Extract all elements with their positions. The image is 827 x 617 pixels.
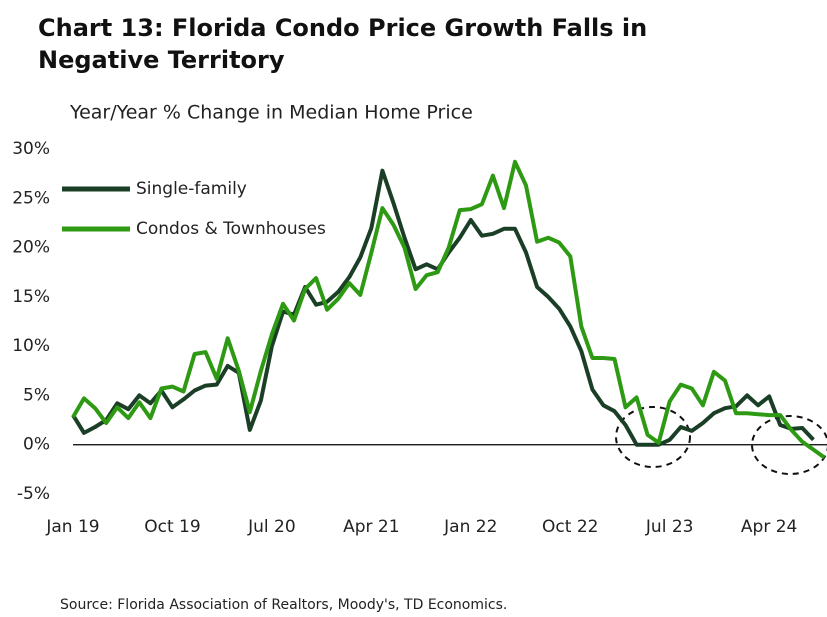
chart-title: Chart 13: Florida Condo Price Growth Fal…: [38, 14, 648, 74]
legend-label: Condos & Townhouses: [136, 219, 326, 239]
y-tick-label: 30%: [12, 139, 50, 159]
y-tick-label: 20%: [12, 238, 50, 258]
y-tick-label: 15%: [12, 287, 50, 307]
y-tick-label: -5%: [17, 484, 50, 504]
x-tick-label: Apr 21: [343, 517, 399, 537]
series-line: [71, 159, 826, 460]
highlight-ellipse: [751, 415, 827, 475]
x-tick-label: Jan 19: [45, 517, 99, 537]
legend-label: Single-family: [136, 179, 247, 199]
x-tick-label: Jul 20: [247, 517, 296, 537]
x-tick-label: Jul 23: [645, 517, 694, 537]
chart-subtitle: Year/Year % Change in Median Home Price: [69, 102, 473, 124]
y-tick-label: 25%: [12, 188, 50, 208]
y-tick-label: 0%: [23, 435, 50, 455]
y-tick-label: 10%: [12, 336, 50, 356]
highlight-ellipse: [615, 406, 691, 468]
x-tick-label: Oct 22: [542, 517, 598, 537]
x-tick-label: Jan 22: [443, 517, 497, 537]
source: Source: Florida Association of Realtors,…: [60, 597, 507, 613]
x-tick-label: Oct 19: [144, 517, 200, 537]
y-tick-label: 5%: [23, 385, 50, 405]
x-tick-label: Apr 24: [741, 517, 797, 537]
